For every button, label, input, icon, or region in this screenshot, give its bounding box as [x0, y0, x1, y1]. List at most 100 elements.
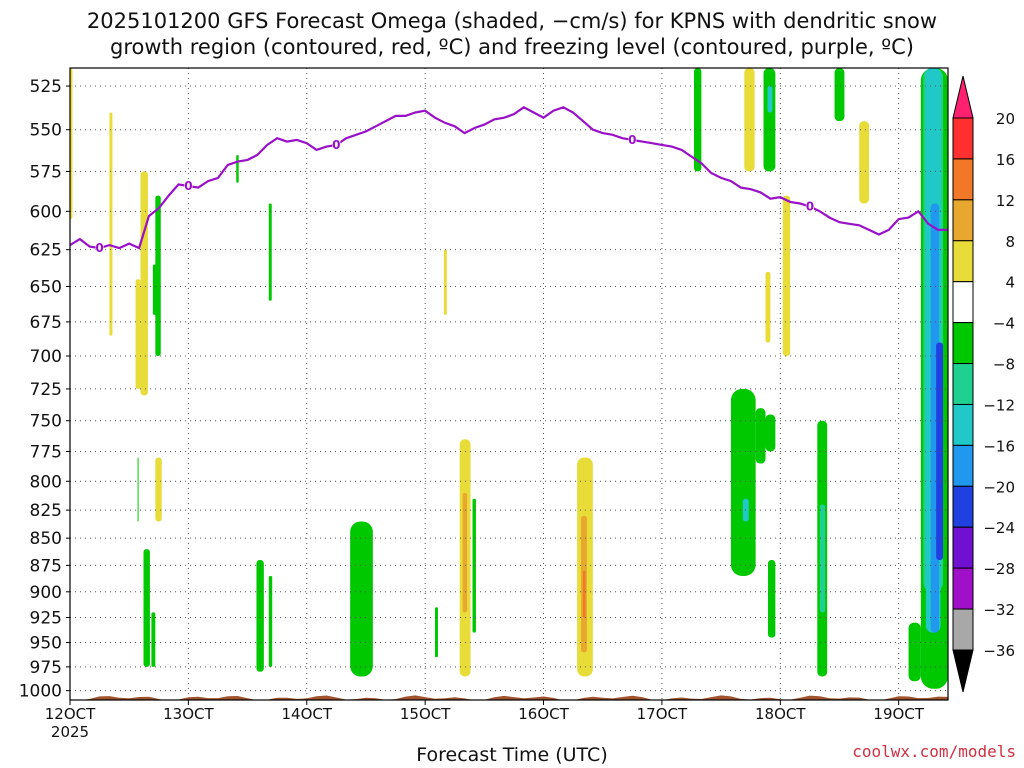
omega-cell: [443, 249, 447, 315]
colorbar-segment: [952, 567, 974, 610]
x-tick-label: 13OCT: [163, 705, 214, 723]
contour-label: 0: [95, 241, 103, 255]
omega-cell: [350, 521, 373, 677]
colorbar-label: −36: [983, 642, 1015, 660]
omega-cell: [268, 576, 273, 667]
omega-cell: [137, 457, 139, 522]
colorbar-label: −20: [983, 478, 1015, 496]
y-tick-label: 675: [30, 313, 62, 333]
omega-cell: [151, 612, 156, 667]
colorbar-label: −8: [993, 356, 1015, 374]
y-tick-label: 925: [30, 609, 62, 629]
x-tick-label: 12OCT: [45, 705, 96, 723]
omega-cell: [730, 388, 756, 577]
omega-cell: [765, 414, 776, 452]
omega-cell: [763, 68, 776, 172]
omega-cell: [782, 195, 791, 356]
x-axis-title: Forecast Time (UTC): [416, 744, 608, 766]
colorbar-segment: [952, 403, 974, 446]
omega-cell: [859, 121, 870, 204]
colorbar-segment: [952, 199, 974, 242]
omega-cell: [155, 457, 162, 522]
colorbar-label: −12: [983, 396, 1015, 414]
contour-label-bg: [805, 199, 814, 212]
plot-frame: [69, 67, 949, 701]
contour-label-bg: [628, 132, 637, 145]
colorbar-label: −28: [983, 560, 1015, 578]
y-tick-label: 750: [30, 412, 62, 432]
colorbar-segment: [952, 240, 974, 283]
x-tick-label: 17OCT: [637, 705, 688, 723]
colorbar-label: 4: [1005, 274, 1015, 292]
freezing-level-line: [70, 106, 948, 250]
colorbar-label: 12: [996, 192, 1015, 210]
omega-cell: [462, 492, 468, 613]
chart-title-line2: growth region (contoured, red, ºC) and f…: [110, 35, 914, 59]
y-tick-label: 800: [30, 472, 62, 492]
y-tick-label: 975: [30, 658, 62, 678]
omega-cell: [268, 203, 272, 301]
y-tick-label: 825: [30, 501, 62, 521]
y-tick-label: 775: [30, 442, 62, 462]
colorbar: 20 16 12 8 4 −4 −8 −12 −16 −20 −24 −28 −32 −36: [952, 75, 1015, 693]
chart-title-line1: 2025101200 GFS Forecast Omega (shaded, −…: [86, 9, 938, 33]
colorbar-segment: [952, 444, 974, 487]
y-tick-label: 525: [30, 77, 62, 97]
colorbar-segment: [952, 526, 974, 569]
omega-cell: [834, 68, 845, 122]
contour-label: 0: [806, 200, 814, 214]
omega-cell: [152, 264, 156, 315]
omega-cell: [936, 342, 944, 560]
y-tick-label: 900: [30, 583, 62, 603]
y-tick-label: 600: [30, 202, 62, 222]
colorbar-label: 20: [996, 110, 1015, 128]
colorbar-label: 16: [996, 151, 1015, 169]
omega-cell: [155, 195, 161, 356]
x-tick-label: 18OCT: [755, 705, 806, 723]
omega-cell: [435, 607, 438, 658]
colorbar-segment: [952, 281, 974, 324]
y-tick-label: 725: [30, 380, 62, 400]
omega-cell: [744, 68, 755, 172]
colorbar-label: 8: [1005, 233, 1015, 251]
y-tick-label: 850: [30, 529, 62, 549]
x-tick-label: 16OCT: [518, 705, 569, 723]
omega-cell: [755, 408, 766, 464]
colorbar-segment: [952, 158, 974, 201]
x-tick-label: 15OCT: [400, 705, 451, 723]
omega-cell: [109, 112, 113, 336]
colorbar-top-arrow: [952, 75, 974, 119]
colorbar-segment: [952, 608, 974, 651]
x-tick-label: 14OCT: [281, 705, 332, 723]
omega-shading: [70, 68, 948, 689]
freezing-level-contour: 0 0 0 0 0: [70, 106, 948, 255]
omega-cell: [256, 559, 264, 672]
y-tick-label: 950: [30, 634, 62, 654]
colorbar-label: −4: [993, 315, 1015, 333]
y-tick-label: 700: [30, 347, 62, 367]
contour-label-bg: [332, 137, 341, 150]
colorbar-segment: [952, 117, 974, 160]
contour-label: 0: [332, 138, 340, 152]
omega-cell: [693, 68, 702, 172]
omega-cell: [582, 570, 586, 618]
y-tick-label: 875: [30, 556, 62, 576]
y-tick-label: 550: [30, 121, 62, 141]
contour-label-bg: [95, 241, 104, 254]
grid-lines: [70, 68, 948, 700]
omega-cell: [140, 171, 148, 396]
omega-cell: [767, 86, 773, 113]
colorbar-label: −32: [983, 601, 1015, 619]
colorbar-segment: [952, 322, 974, 365]
y-tick-label: 575: [30, 162, 62, 182]
colorbar-bottom-arrow: [952, 649, 974, 693]
x-tick-sublabel: 2025: [51, 723, 89, 741]
y-tick-label: 1000: [19, 682, 62, 702]
omega-cell: [472, 498, 476, 633]
omega-cell: [135, 279, 141, 389]
colorbar-label: −16: [983, 437, 1015, 455]
site-credit: coolwx.com/models: [852, 742, 1016, 761]
omega-cell: [143, 549, 150, 667]
